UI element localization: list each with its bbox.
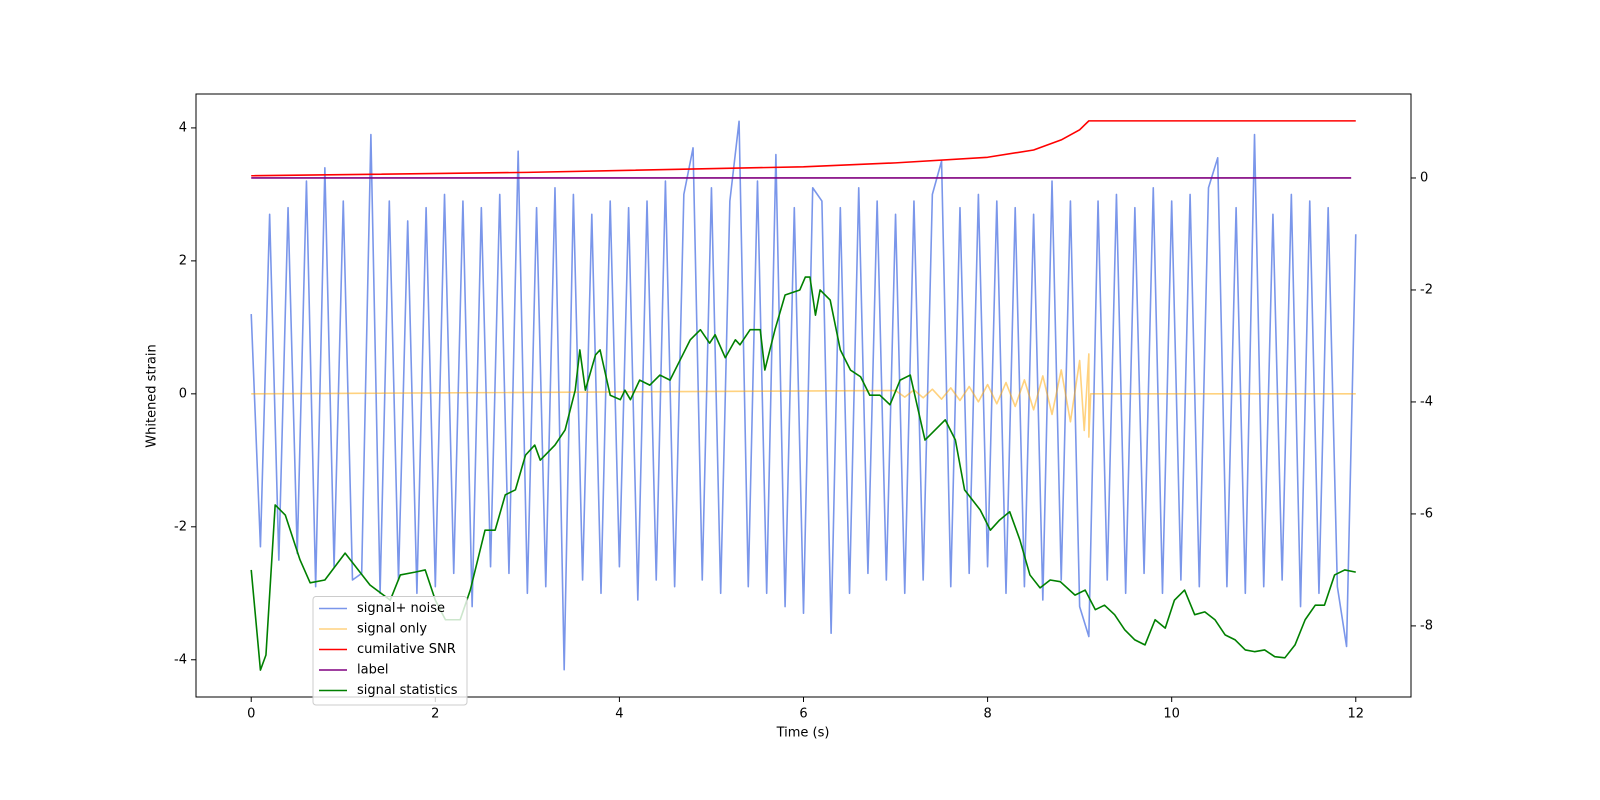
y-tick-label: -2 [174,519,187,534]
x-tick-label: 4 [615,707,623,722]
y-axis-label: Whitened strain [145,344,160,447]
x-tick-label: 0 [247,707,255,722]
y2-tick-label: -4 [1420,394,1433,409]
y2-tick-label: -8 [1420,618,1433,633]
y2-tick-label: 0 [1420,170,1428,185]
series-line [251,120,1356,177]
y-tick-label: 4 [179,120,187,135]
legend-label: signal statistics [357,683,458,698]
legend-label: signal+ noise [357,601,445,616]
legend: signal+ noise signal only cumilative SNR la… [312,596,468,706]
legend-box [312,596,468,706]
x-tick-label: 6 [799,707,807,722]
y-tick-label: 2 [179,253,187,268]
y2-tick-label: -2 [1420,282,1433,297]
y2-tick-label: -6 [1420,506,1433,521]
x-tick-label: 2 [431,707,439,722]
series-line [250,276,1356,671]
legend-label: cumilative SNR [357,642,456,657]
x-tick-label: 12 [1347,707,1364,722]
x-tick-label: 10 [1163,707,1180,722]
y-tick-label: 0 [179,386,187,401]
series-line [251,353,1356,438]
x-axis-label: Time (s) [776,726,830,741]
legend-label: signal only [357,622,427,637]
x-tick-label: 8 [983,707,991,722]
legend-label: label [357,663,388,678]
series-line [250,120,1357,671]
y-tick-label: -4 [174,652,187,667]
plot-area [250,120,1357,671]
